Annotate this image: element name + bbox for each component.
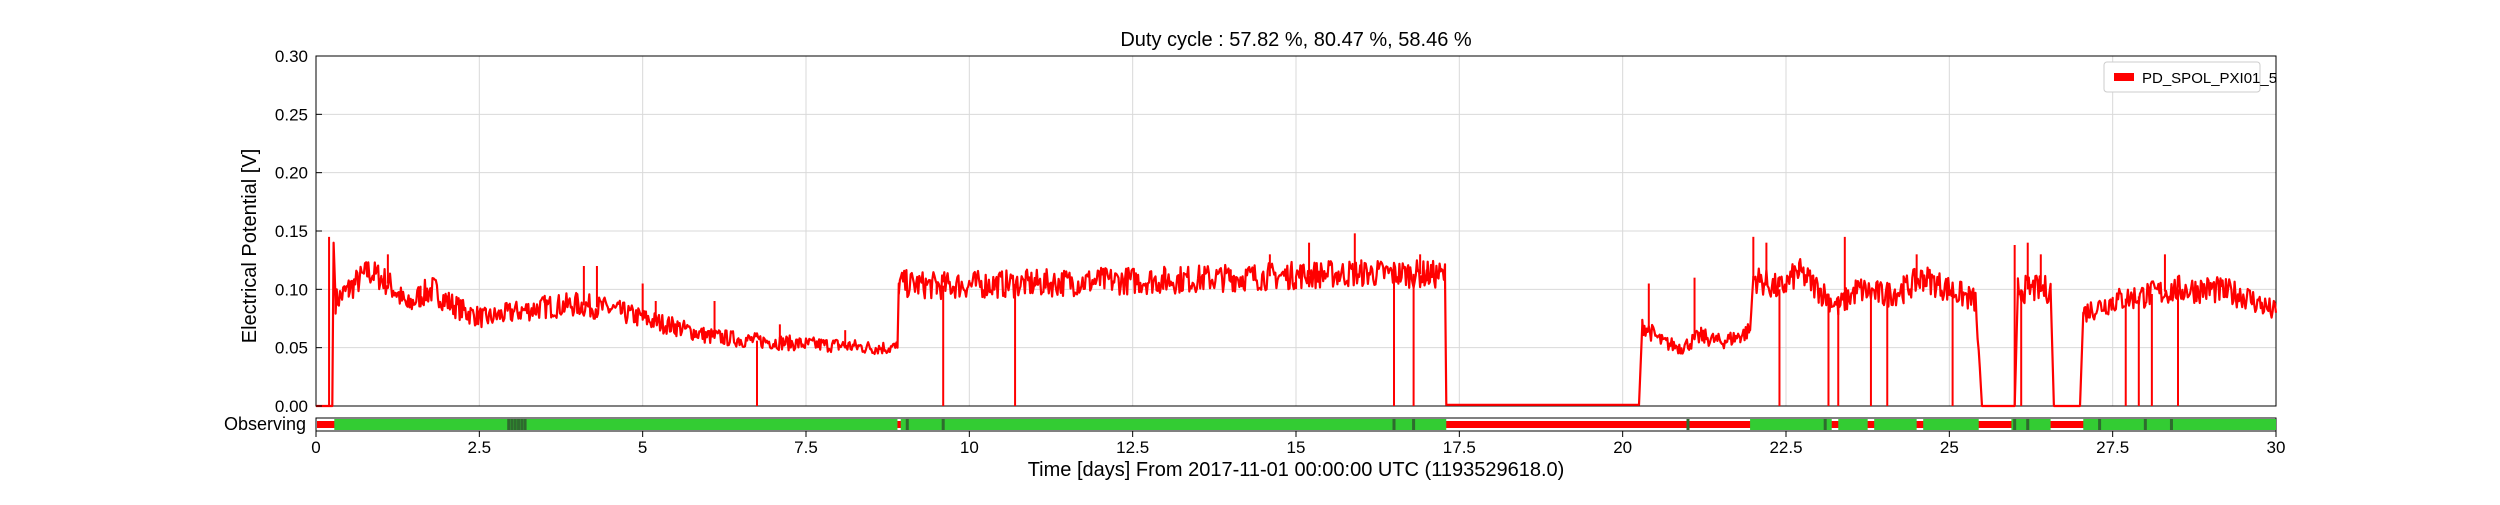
segment-marker [2013, 419, 2017, 430]
x-tick-label: 22.5 [1769, 438, 1802, 457]
segment-marker [523, 419, 527, 430]
x-tick-label: 15 [1287, 438, 1306, 457]
y-axis: 0.00 0.05 0.10 0.15 0.20 0.25 0.30 [275, 47, 322, 416]
segment-marker [2026, 419, 2030, 430]
segment-on-block [334, 419, 898, 430]
segment-marker [1686, 419, 1690, 430]
grid-lines [315, 55, 2277, 407]
y-tick-label: 0.05 [275, 339, 308, 358]
y-tick-label: 0.10 [275, 280, 308, 299]
y-tick-label: 0.30 [275, 47, 308, 66]
x-tick-label: 7.5 [794, 438, 818, 457]
segment-marker [2098, 419, 2102, 430]
x-axis: 0 2.5 5 7.5 10 12.5 15 17.5 20 22.5 25 27.5 30 [311, 431, 2285, 457]
segment-on-block [1874, 419, 1917, 430]
x-tick-label: 25 [1940, 438, 1959, 457]
segment-marker [1823, 419, 1827, 430]
x-axis-label: Time [days] From 2017-11-01 00:00:00 UTC… [1028, 459, 1565, 481]
segment-bar-label: Observing [224, 414, 306, 434]
legend-swatch [2114, 73, 2134, 81]
segment-on-block [2083, 419, 2276, 430]
segment-marker [510, 419, 514, 430]
x-tick-label: 2.5 [468, 438, 492, 457]
segment-marker [2169, 419, 2173, 430]
x-tick-label: 5 [638, 438, 647, 457]
segment-marker [1392, 419, 1396, 430]
x-tick-label: 12.5 [1116, 438, 1149, 457]
segment-on-block [900, 419, 1447, 430]
segment-on-block [2011, 419, 2051, 430]
segment-marker [517, 419, 521, 430]
segment-marker [2143, 419, 2147, 430]
segment-marker [513, 419, 517, 430]
y-axis-label: Electrical Potential [V] [239, 149, 261, 344]
segment-on-block [1838, 419, 1868, 430]
y-tick-label: 0.25 [275, 105, 308, 124]
observing-segment-bar [315, 417, 2277, 432]
series-line-PD_SPOL_PXI01_5 [316, 241, 2278, 408]
legend-frame [2103, 61, 2261, 93]
segment-marker [507, 419, 511, 430]
y-tick-label: 0.20 [275, 164, 308, 183]
x-tick-label: 10 [960, 438, 979, 457]
x-tick-label: 27.5 [2096, 438, 2129, 457]
segment-on-block [1923, 419, 1979, 430]
chart-title: Duty cycle : 57.82 %, 80.47 %, 58.46 % [1120, 29, 1472, 51]
segment-marker [905, 419, 909, 430]
segment-marker [1412, 419, 1416, 430]
y-tick-label: 0.00 [275, 397, 308, 416]
segment-marker [520, 419, 524, 430]
legend: PD_SPOL_PXI01_5 [2103, 61, 2277, 93]
y-tick-label: 0.15 [275, 222, 308, 241]
x-tick-label: 17.5 [1443, 438, 1476, 457]
x-tick-label: 0 [311, 438, 320, 457]
x-tick-label: 30 [2267, 438, 2286, 457]
segment-on-block [1750, 419, 1832, 430]
segment-marker [941, 419, 945, 430]
x-tick-label: 20 [1613, 438, 1632, 457]
data-plot-area [316, 233, 2278, 408]
legend-label: PD_SPOL_PXI01_5 [2142, 70, 2277, 87]
